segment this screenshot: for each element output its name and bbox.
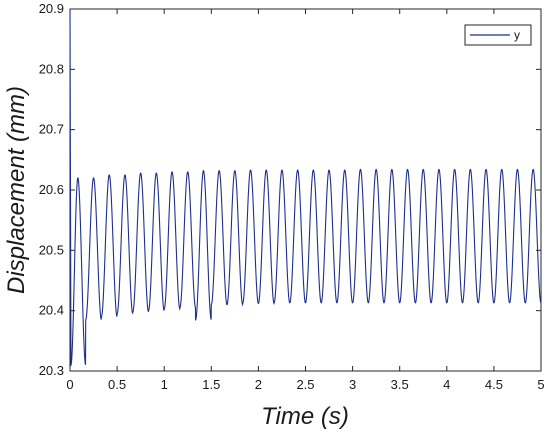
x-axis-ticks: 0 0.5 1 1.5 2 2.5 3 3.5 4 4.5 5 (66, 9, 545, 392)
x-tick-label: 0.5 (108, 377, 126, 392)
y-tick-label: 20.9 (39, 1, 64, 16)
x-tick-label: 1.5 (202, 377, 220, 392)
x-tick-label: 3.5 (391, 377, 409, 392)
plot-area (69, 8, 542, 372)
series-layer (69, 8, 542, 367)
y-tick-label: 20.5 (39, 242, 64, 257)
y-tick-label: 20.3 (39, 363, 64, 378)
x-tick-label: 4.5 (485, 377, 503, 392)
x-tick-label: 3 (349, 377, 356, 392)
x-tick-label: 2 (255, 377, 262, 392)
x-tick-label: 2.5 (296, 377, 314, 392)
y-tick-label: 20.7 (39, 122, 64, 137)
x-axis-title: Time (s) (261, 403, 349, 430)
y-tick-label: 20.4 (39, 303, 64, 318)
legend-label: y (514, 28, 520, 42)
y-axis-title: Displacement (mm) (3, 86, 30, 294)
legend: y (464, 24, 532, 46)
y-axis-ticks: 20.3 20.4 20.5 20.6 20.7 20.8 20.9 (39, 1, 541, 378)
x-tick-label: 0 (66, 377, 73, 392)
y-tick-label: 20.8 (39, 61, 64, 76)
x-tick-label: 4 (443, 377, 450, 392)
x-tick-label: 5 (537, 377, 544, 392)
series-line-y (69, 8, 542, 367)
y-tick-label: 20.6 (39, 182, 64, 197)
x-tick-label: 1 (161, 377, 168, 392)
